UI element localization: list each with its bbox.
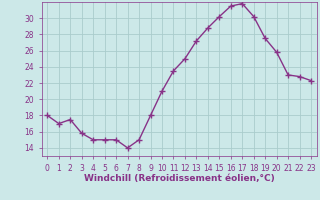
X-axis label: Windchill (Refroidissement éolien,°C): Windchill (Refroidissement éolien,°C) xyxy=(84,174,275,183)
